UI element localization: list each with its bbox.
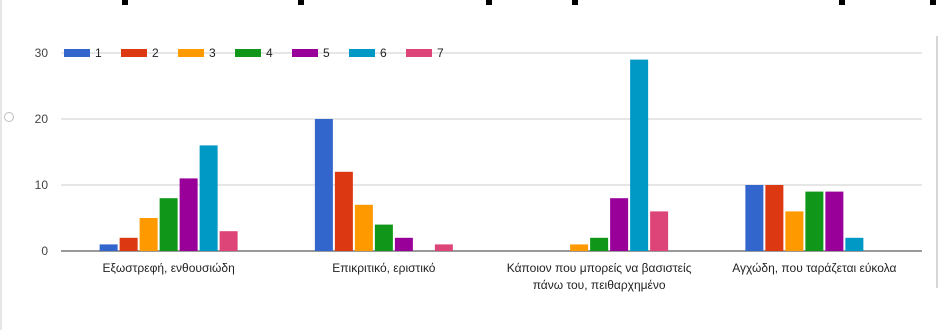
bar-series-5 [179,178,198,251]
clipped-title-strip [0,0,938,14]
bar-series-2 [334,171,353,251]
legend-label: 7 [437,46,444,60]
bar-series-3 [354,204,373,251]
bar-series-7 [650,211,669,251]
x-tick-label: Κάποιον που μπορείς να βασιστείς [507,261,692,275]
x-tick-label: Εξωστρεφή, ενθουσιώδη [103,261,235,275]
legend-label: 6 [380,46,387,60]
legend-swatch-1 [64,49,90,57]
bar-series-4 [805,191,824,251]
legend-swatch-3 [178,49,204,57]
bar-series-3 [570,244,589,251]
y-tick-label: 10 [35,178,49,192]
legend-label: 3 [209,46,216,60]
legend-label: 2 [152,46,159,60]
bar-series-1 [99,244,118,251]
x-tick-label: Επικριτικό, εριστικό [332,261,436,275]
bar-series-4 [590,237,609,251]
resize-handle[interactable] [4,112,14,122]
bar-series-2 [119,237,138,251]
left-panel-edge [0,0,2,330]
bar-series-4 [159,198,178,251]
bar-series-4 [374,224,393,251]
legend-swatch-5 [292,49,318,57]
legend-swatch-4 [235,49,261,57]
bar-series-1 [745,185,764,251]
clipped-title-icon [122,0,936,5]
y-tick-label: 20 [35,112,49,126]
bar-series-5 [610,198,629,251]
legend-swatch-6 [349,49,375,57]
bar-series-5 [394,237,413,251]
bar-series-3 [139,218,158,251]
right-panel-edge [936,36,938,288]
legend-label: 1 [95,46,102,60]
bar-series-7 [219,231,238,251]
bar-series-5 [825,191,844,251]
x-tick-label: πάνω του, πειθαρχημένο [533,278,666,292]
bar-series-6 [630,59,649,251]
bar-series-6 [845,237,864,251]
y-tick-label: 0 [41,244,48,258]
legend-label: 4 [266,46,273,60]
x-tick-label: Αγχώδη, που ταράζεται εύκολα [732,261,896,275]
y-tick-label: 30 [35,46,49,60]
bar-series-2 [765,185,784,251]
legend-swatch-2 [121,49,147,57]
bar-series-1 [314,119,333,251]
legend-label: 5 [323,46,330,60]
bar-series-3 [785,211,804,251]
bar-series-6 [199,145,218,251]
bar-series-7 [434,244,453,251]
legend-swatch-7 [406,49,432,57]
